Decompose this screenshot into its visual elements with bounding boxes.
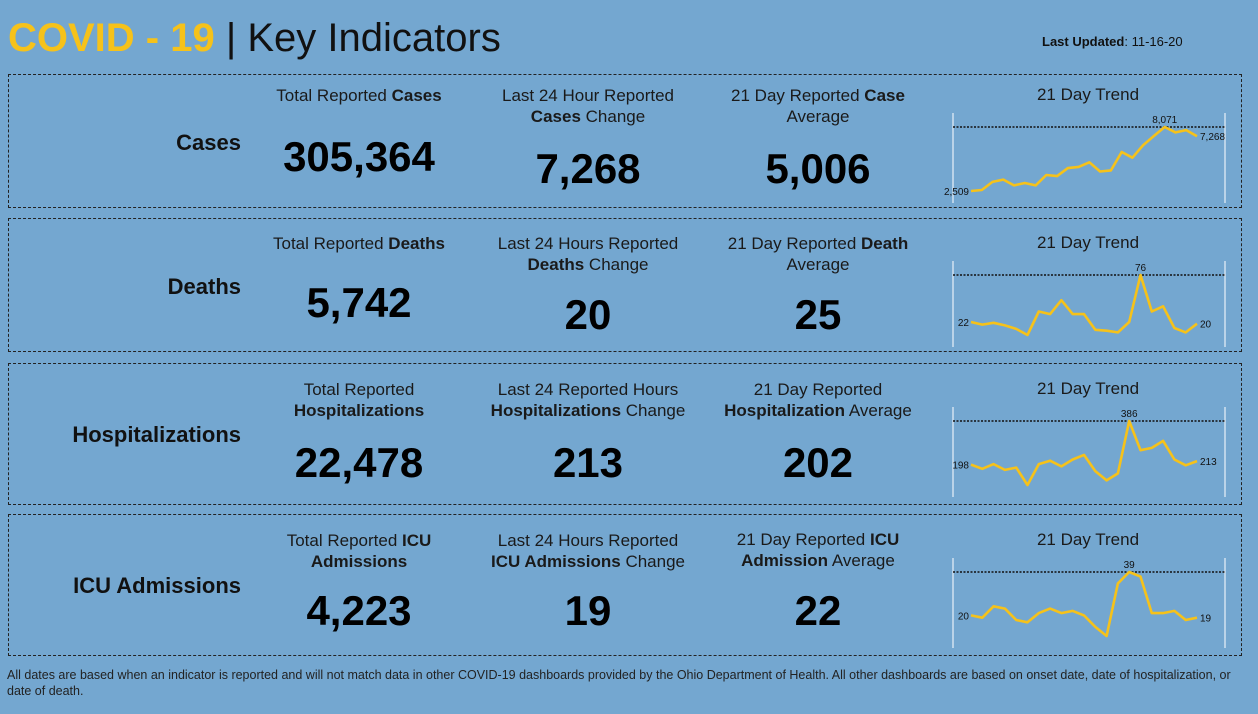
row-label-cases: Cases	[176, 130, 241, 155]
hosp-change-caption: Last 24 Reported Hours Hospitalizations C…	[490, 380, 686, 420]
trend-series-line	[970, 419, 1198, 487]
total-deaths-card: Total Reported Deaths	[254, 233, 464, 254]
row-hospitalizations: Hospitalizations Total Reported Hospitali…	[8, 363, 1242, 505]
deaths-avg-value: 25	[794, 291, 842, 338]
icu-change-value: 19	[564, 587, 612, 634]
page-title: COVID - 19 | Key Indicators	[8, 12, 501, 64]
hosp-change-card: Last 24 Reported Hours Hospitalizations C…	[483, 379, 693, 421]
hosp-trend-title: 21 Day Trend	[1036, 379, 1140, 398]
title-subtitle: Key Indicators	[247, 16, 501, 60]
cases-avg-caption: 21 Day Reported Case Average	[731, 86, 905, 126]
hosp-change-value: 213	[552, 439, 624, 486]
title-highlight: COVID - 19	[8, 16, 215, 60]
row-cases: Cases Total Reported Cases 305,364 Last …	[8, 74, 1242, 208]
total-cases-value: 305,364	[283, 133, 435, 180]
trend-start-label: 2,509	[944, 187, 969, 198]
deaths-change-caption: Last 24 Hours Reported Deaths Change	[497, 234, 679, 274]
hosp-trend-chart: 198 386 213	[952, 407, 1226, 497]
trend-end-label: 213	[1200, 457, 1217, 468]
row-icu: ICU Admissions Total Reported ICU Admissi…	[8, 514, 1242, 656]
trend-peak-label: 39	[1124, 560, 1136, 571]
deaths-avg-card: 21 Day Reported Death Average	[713, 233, 923, 275]
hosp-avg-caption: 21 Day Reported Hospitalization Average	[724, 380, 912, 420]
last-updated-label: Last Updated	[1042, 34, 1125, 49]
cases-trend-chart: 2,509 8,071 7,268	[944, 113, 1226, 203]
trend-end-label: 7,268	[1200, 132, 1225, 143]
hosp-trend: 21 Day Trend 198 386 213	[943, 379, 1233, 503]
icu-avg-card: 21 Day Reported ICU Admission Average	[713, 529, 923, 571]
total-icu-value: 4,223	[306, 587, 412, 634]
total-hosp-card: Total Reported Hospitalizations	[254, 379, 464, 421]
cases-change-value: 7,268	[535, 145, 641, 192]
total-cases-card: Total Reported Cases	[254, 85, 464, 106]
cases-trend: 21 Day Trend 2,509 8,071 7,268	[943, 85, 1233, 205]
row-label-icu: ICU Admissions	[73, 573, 241, 598]
cases-trend-title: 21 Day Trend	[1036, 85, 1140, 104]
deaths-avg-caption: 21 Day Reported Death Average	[727, 234, 909, 274]
icu-change-caption: Last 24 Hours Reported ICU Admissions Cha…	[490, 531, 685, 571]
icu-trend: 21 Day Trend 20 39 19	[943, 530, 1233, 654]
row-label-deaths: Deaths	[167, 274, 241, 299]
icu-trend-chart: 20 39 19	[952, 558, 1226, 648]
icu-avg-value: 22	[794, 587, 842, 634]
total-icu-card: Total Reported ICU Admissions	[254, 530, 464, 572]
total-cases-caption: Total Reported Cases	[276, 86, 442, 105]
cases-avg-value: 5,006	[765, 145, 871, 192]
cases-change-caption: Last 24 Hour Reported Cases Change	[502, 86, 674, 126]
deaths-trend-title: 21 Day Trend	[1036, 233, 1140, 252]
cases-avg-card: 21 Day Reported Case Average	[713, 85, 923, 127]
trend-start-label: 198	[952, 461, 969, 472]
total-deaths-caption: Total Reported Deaths	[273, 234, 445, 253]
trend-peak-label: 386	[1121, 409, 1138, 420]
last-updated: Last Updated: 11-16-20	[1042, 34, 1183, 49]
deaths-trend: 21 Day Trend 22 76 20	[943, 233, 1233, 353]
footer-note: All dates are based when an indicator is…	[7, 668, 1231, 698]
total-deaths-value: 5,742	[306, 279, 412, 326]
deaths-change-card: Last 24 Hours Reported Deaths Change	[483, 233, 693, 275]
trend-end-label: 19	[1200, 614, 1212, 625]
trend-series-line	[970, 570, 1198, 638]
trend-peak-label: 76	[1135, 263, 1147, 274]
trend-series-line	[970, 273, 1198, 337]
deaths-trend-chart: 22 76 20	[952, 261, 1226, 347]
cases-change-card: Last 24 Hour Reported Cases Change	[483, 85, 693, 127]
trend-end-label: 20	[1200, 320, 1212, 331]
icu-trend-title: 21 Day Trend	[1036, 530, 1140, 549]
last-updated-value: : 11-16-20	[1124, 34, 1183, 49]
total-icu-caption: Total Reported ICU Admissions	[286, 531, 432, 571]
row-label-hospitalizations: Hospitalizations	[72, 422, 241, 447]
trend-start-label: 22	[958, 318, 970, 329]
total-hosp-value: 22,478	[294, 439, 424, 486]
icu-change-card: Last 24 Hours Reported ICU Admissions Cha…	[483, 530, 693, 572]
trend-peak-label: 8,071	[1152, 115, 1177, 126]
trend-start-label: 20	[958, 611, 970, 622]
hosp-avg-value: 202	[782, 439, 854, 486]
deaths-change-value: 20	[564, 291, 612, 338]
icu-avg-caption: 21 Day Reported ICU Admission Average	[736, 530, 900, 570]
trend-series-line	[970, 125, 1198, 193]
row-deaths: Deaths Total Reported Deaths 5,742 Last …	[8, 218, 1242, 352]
hosp-avg-card: 21 Day Reported Hospitalization Average	[713, 379, 923, 421]
total-hosp-caption: Total Reported Hospitalizations	[293, 380, 425, 420]
title-separator: |	[225, 16, 237, 60]
